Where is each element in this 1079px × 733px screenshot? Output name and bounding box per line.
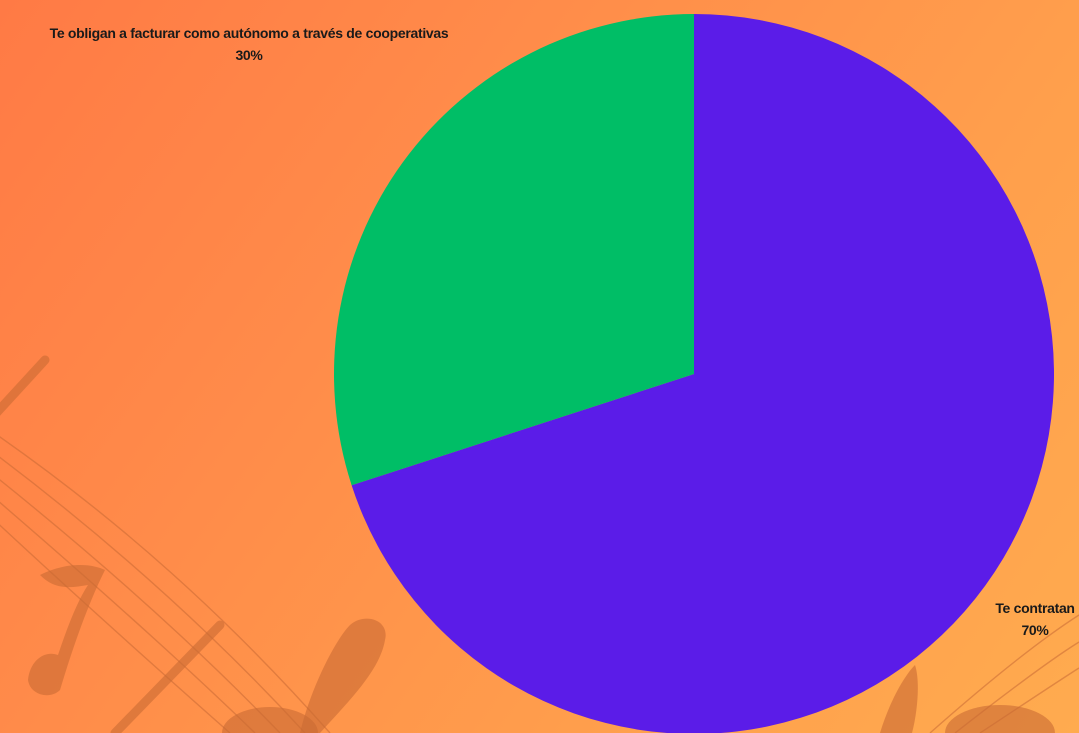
pie-slice-te-contratan: [351, 14, 1054, 733]
slice-category-label: Te obligan a facturar como autónomo a tr…: [49, 25, 449, 41]
slice-label-cooperativas: Te obligan a facturar como autónomo a tr…: [0, 22, 498, 66]
pie-slice-cooperativas: [333, 14, 694, 486]
slice-category-label: Te contratan: [995, 600, 1075, 616]
slice-percent-label: 30%: [235, 47, 263, 63]
slice-label-contratan: Te contratan 70%: [960, 597, 1079, 641]
slice-percent-label: 70%: [1021, 622, 1049, 638]
